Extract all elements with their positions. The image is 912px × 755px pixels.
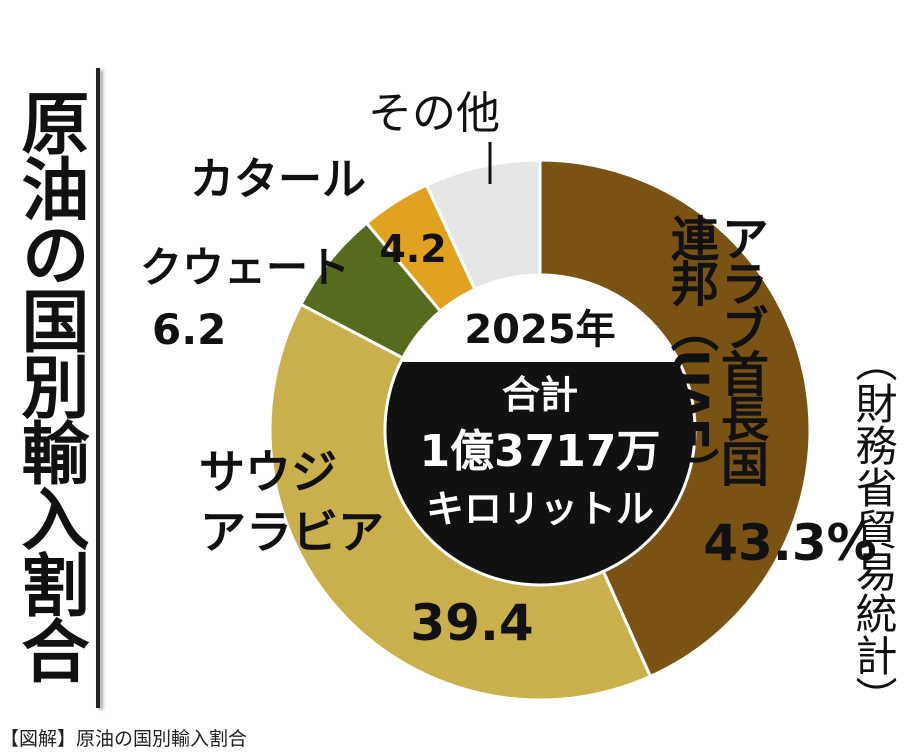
label-uae-line2: 連邦（UAE）	[662, 214, 719, 492]
value-uae: 43.3%	[703, 514, 876, 572]
center-total-unit: キロリットル	[426, 487, 654, 531]
source-note: （財務省貿易統計）	[849, 340, 898, 718]
label-kuwait: クウェート	[140, 243, 350, 292]
chart-title: 原油の国別輸入割合	[9, 88, 88, 682]
label-saudi-line2: アラビア	[200, 505, 384, 559]
center-ring	[383, 273, 697, 587]
title-divider	[96, 68, 100, 708]
center-total-value: 1億3717万	[419, 426, 660, 477]
value-kuwait: 6.2	[152, 305, 226, 354]
value-qatar: 4.2	[379, 227, 446, 271]
center-year: 2025年	[464, 307, 615, 353]
donut-chart: 2025年 合計 1億3717万 キロリットル アラブ首長国 連邦（UAE） 4…	[140, 88, 877, 702]
label-other: その他	[368, 88, 500, 139]
label-saudi-line1: サウジ	[199, 445, 337, 499]
value-saudi: 39.4	[410, 594, 533, 652]
label-uae-line1: アラブ首長国	[712, 214, 768, 487]
figure-caption: 【図解】原油の国別輸入割合	[0, 728, 248, 750]
label-qatar: カタール	[190, 154, 366, 205]
center-total-label: 合計	[502, 373, 578, 417]
